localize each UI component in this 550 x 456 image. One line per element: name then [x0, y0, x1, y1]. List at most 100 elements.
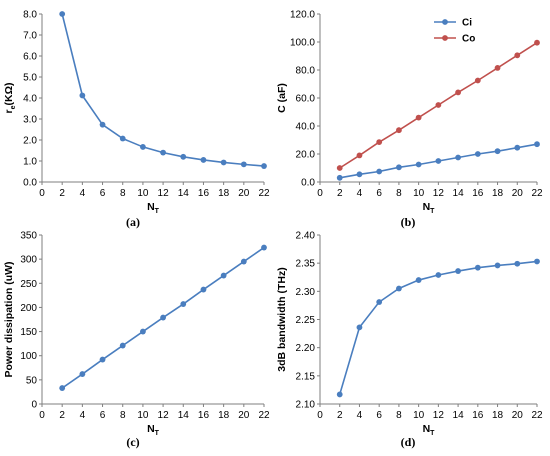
y-tick-label: 1.0 [23, 157, 37, 168]
data-point [160, 314, 166, 321]
data-point [79, 92, 86, 99]
x-tick-label: 4 [357, 188, 363, 199]
y-tick-label: 100 [20, 351, 37, 362]
x-tick-label: 16 [472, 410, 484, 421]
data-point [200, 286, 207, 293]
y-tick-label: 2.15 [296, 371, 316, 382]
x-tick-label: 10 [137, 410, 149, 421]
y-tick-label: 5.0 [23, 73, 37, 84]
x-axis-title: NT [423, 423, 436, 437]
y-tick-label: 0 [31, 400, 37, 411]
x-tick-label: 6 [376, 188, 382, 199]
x-tick-label: 20 [512, 188, 524, 199]
x-tick-label: 18 [492, 410, 504, 421]
data-point [396, 127, 402, 134]
data-point [534, 258, 540, 265]
series-line [338, 260, 538, 395]
y-tick-label: 6.0 [23, 52, 37, 63]
y-tick-label: 250 [20, 279, 37, 290]
x-tick-label: 12 [158, 410, 170, 421]
x-tick-label: 4 [357, 410, 363, 421]
legend-marker [442, 35, 448, 41]
x-tick-label: 12 [433, 188, 445, 199]
x-tick-label: 22 [258, 188, 270, 199]
data-point [200, 157, 207, 163]
data-point [494, 262, 501, 269]
legend-label: Ci [462, 18, 472, 29]
panel-label: (d) [401, 435, 416, 449]
x-tick-label: 12 [158, 188, 170, 199]
data-point [336, 391, 343, 398]
data-point [261, 244, 267, 251]
y-axis-title: re(KΩ) [3, 83, 17, 114]
x-tick-label: 6 [376, 410, 382, 421]
y-tick-label: 2.30 [296, 287, 316, 298]
x-tick-label: 6 [100, 188, 106, 199]
panel-label: (b) [401, 215, 416, 229]
x-tick-label: 0 [317, 188, 323, 199]
data-point [261, 163, 267, 169]
y-tick-label: 100.0 [290, 38, 315, 49]
data-point [160, 149, 166, 156]
x-tick-label: 4 [80, 188, 86, 199]
chart-panel-1: 0 2 4 6 8 10 12 14 16 18 20 22 0.0 1.0 2.0 3.0 4.0 5.0 6.0… [3, 10, 270, 230]
y-tick-label: 3.0 [23, 115, 37, 126]
data-point [474, 264, 481, 271]
x-tick-label: 20 [238, 410, 250, 421]
y-tick-label: 80.0 [296, 66, 316, 77]
y-tick-label: 120.0 [290, 10, 315, 21]
y-tick-label: 4.0 [23, 94, 37, 105]
data-point [494, 148, 501, 155]
data-point [534, 141, 540, 148]
y-tick-label: 2.25 [296, 315, 316, 326]
x-tick-label: 0 [317, 410, 323, 421]
data-point [180, 153, 187, 160]
data-point [415, 161, 422, 168]
x-tick-label: 12 [433, 410, 445, 421]
series-line [61, 13, 265, 167]
data-point [455, 268, 461, 274]
data-point [455, 154, 461, 161]
y-axis-title: 3dB bandwidth (THz) [276, 267, 288, 371]
y-tick-label: 300 [20, 255, 37, 266]
data-point [415, 114, 422, 121]
data-point [356, 152, 363, 159]
y-tick-label: 0.0 [301, 178, 315, 189]
x-tick-label: 8 [120, 188, 126, 199]
x-axis-title: NT [423, 201, 436, 215]
data-point [119, 342, 126, 349]
data-point [534, 39, 540, 46]
x-tick-label: 0 [39, 188, 45, 199]
data-point [455, 89, 461, 96]
x-tick-label: 4 [80, 410, 86, 421]
data-point [435, 272, 442, 278]
data-point [494, 65, 501, 71]
data-point [474, 151, 481, 157]
x-axis-title: NT [147, 201, 160, 215]
x-axis-title: NT [147, 423, 160, 437]
data-point [435, 102, 442, 108]
data-point [220, 159, 227, 166]
y-tick-label: 7.0 [23, 31, 37, 42]
y-tick-label: 60.0 [296, 94, 316, 105]
data-point [59, 385, 66, 391]
chart-panel-3: 0 2 4 6 8 10 12 14 16 18 20 22 0 50 100 150 200 250 300 350… [3, 231, 270, 450]
data-point [396, 285, 402, 292]
data-point [514, 52, 521, 59]
x-tick-label: 10 [137, 188, 149, 199]
legend-label: Co [462, 34, 475, 45]
y-axis-title: C (aF) [276, 83, 288, 113]
y-tick-label: 350 [20, 231, 37, 242]
data-point [336, 174, 343, 181]
y-tick-label: 2.35 [296, 259, 316, 270]
x-tick-label: 2 [59, 188, 65, 199]
x-tick-label: 14 [453, 410, 465, 421]
data-point [435, 158, 442, 164]
x-tick-label: 2 [337, 410, 343, 421]
x-tick-label: 2 [337, 188, 343, 199]
data-point [140, 144, 146, 150]
x-tick-label: 16 [198, 410, 210, 421]
x-tick-label: 16 [198, 188, 210, 199]
x-tick-label: 22 [531, 188, 543, 199]
x-tick-label: 18 [218, 410, 230, 421]
